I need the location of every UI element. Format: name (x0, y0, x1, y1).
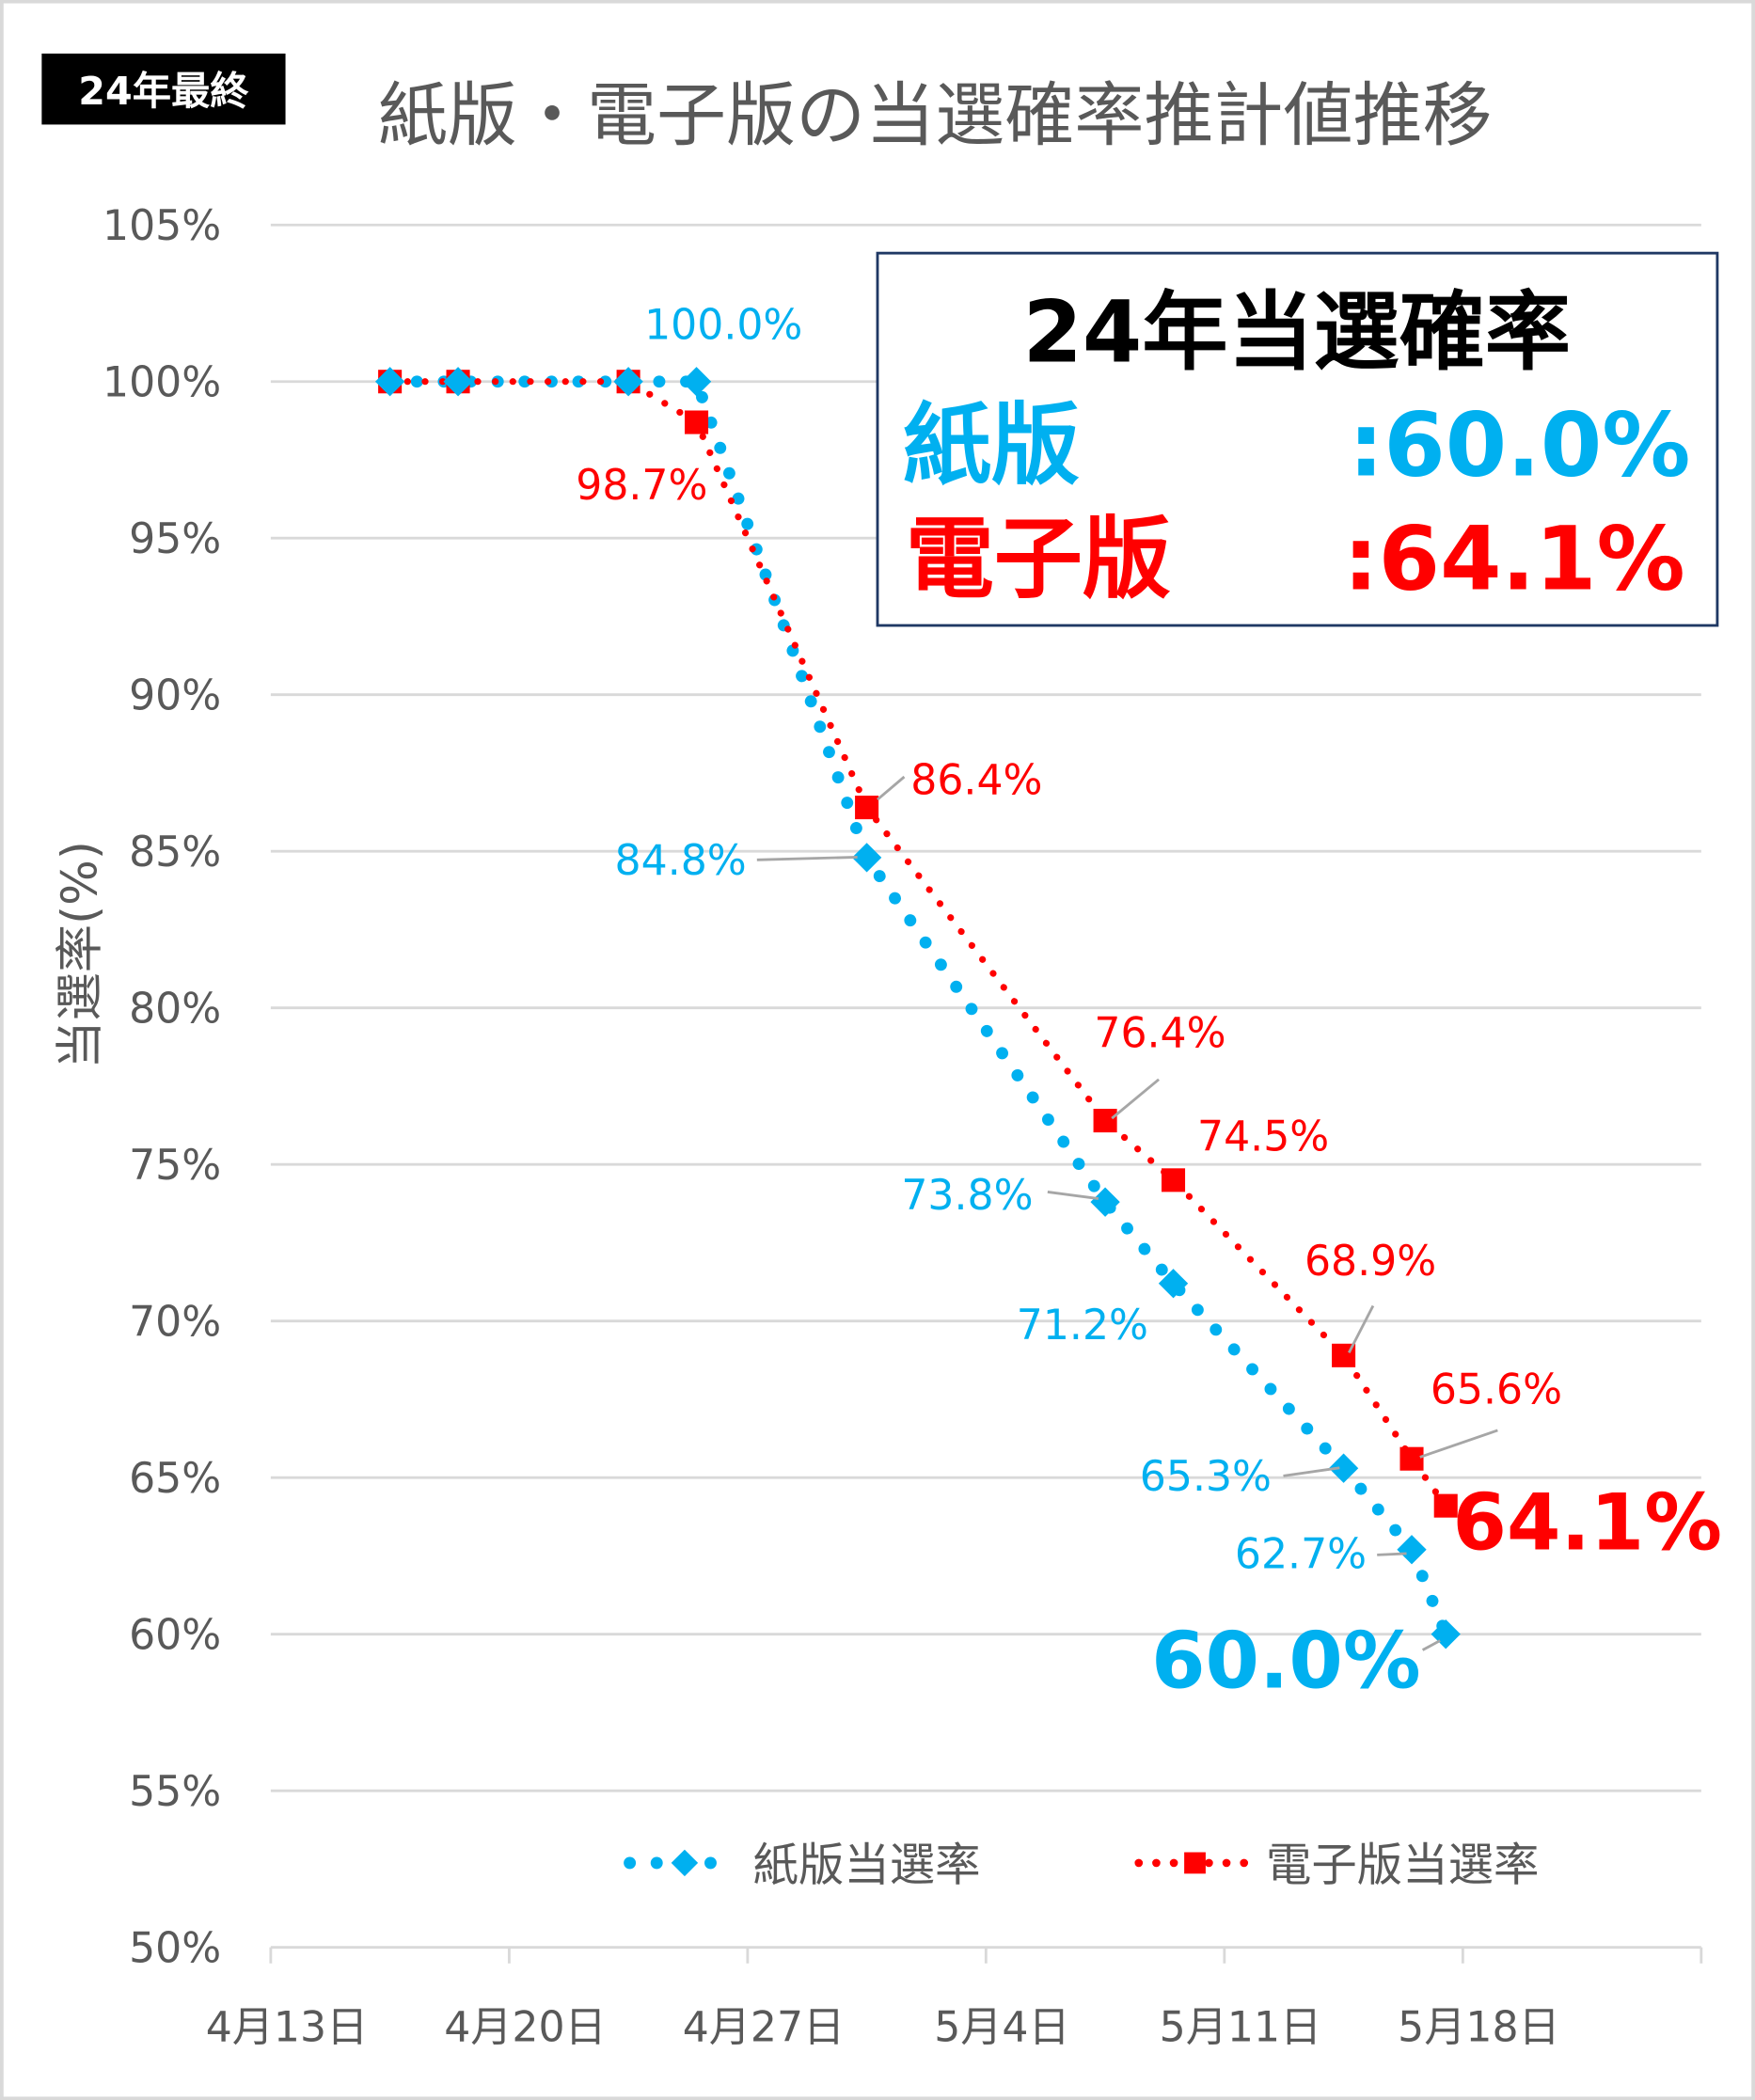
digital-data-point (1161, 1168, 1186, 1192)
label-leader-line (1348, 1304, 1375, 1353)
legend-item-digital[interactable] (1134, 1852, 1250, 1874)
summary-paper-label: 紙版 (903, 395, 1080, 497)
x-tick-label: 5月18日 (1398, 2003, 1559, 2051)
paper-data-point (1090, 1187, 1120, 1217)
y-tick-label: 65% (129, 1455, 221, 1503)
legend: 紙版当選率 電子版当選率 (624, 1839, 1539, 1891)
paper-data-point (443, 367, 473, 397)
y-tick-label: 100% (103, 358, 221, 406)
label-leader-line (1419, 1429, 1498, 1459)
legend-label-paper: 紙版当選率 (753, 1839, 981, 1891)
series-layer (374, 367, 1461, 1650)
legend-marker-square-icon (1184, 1852, 1206, 1874)
paper-data-label: 100.0% (644, 301, 802, 349)
paper-data-label: 60.0% (1151, 1616, 1420, 1706)
legend-marker-diamond-icon (671, 1849, 699, 1877)
label-leader-line (1283, 1466, 1340, 1477)
y-tick-label: 50% (129, 1924, 221, 1972)
badge-label: 24年最終 (78, 69, 249, 114)
label-leader-line (1377, 1552, 1407, 1556)
paper-data-point (1158, 1269, 1189, 1299)
summary-title: 24年当選確率 (1023, 283, 1571, 383)
digital-data-point (1433, 1493, 1458, 1518)
y-axis-title: 当選率(%) (53, 841, 109, 1068)
label-leader-line (1421, 1639, 1441, 1651)
x-tick-label: 4月13日 (206, 2003, 368, 2051)
badge-bg (41, 53, 286, 125)
summary-box-frame (876, 251, 1719, 627)
summary-paper-value: :60.0% (1349, 395, 1691, 497)
data-labels: 100.0% 84.8% 73.8% 71.2% 65.3% 62.7% 60.0% 98.7… (576, 301, 1722, 1706)
digital-data-point (855, 796, 879, 820)
paper-data-point (851, 843, 882, 873)
paper-data-point (1397, 1535, 1427, 1565)
paper-data-label: 65.3% (1140, 1453, 1272, 1501)
paper-data-label: 71.2% (1017, 1302, 1148, 1350)
paper-data-label: 62.7% (1235, 1531, 1367, 1579)
digital-data-label: 68.9% (1304, 1238, 1436, 1286)
digital-data-label: 98.7% (576, 462, 707, 510)
summary-digital-value: :64.1% (1343, 509, 1685, 611)
paper-data-point (374, 367, 405, 397)
paper-series-line (384, 375, 1452, 1641)
y-tick-label: 55% (129, 1768, 221, 1816)
label-leader-line (1047, 1191, 1099, 1200)
y-tick-label: 70% (129, 1298, 221, 1346)
y-tick-label: 60% (129, 1611, 221, 1659)
y-tick-label: 105% (103, 202, 221, 250)
digital-data-label: 86.4% (910, 756, 1042, 804)
y-tick-label: 85% (129, 829, 221, 876)
paper-data-label: 73.8% (901, 1172, 1033, 1220)
digital-data-label: 76.4% (1094, 1010, 1225, 1058)
digital-data-point (685, 410, 709, 434)
legend-label-digital: 電子版当選率 (1266, 1839, 1539, 1891)
paper-data-label: 84.8% (615, 837, 747, 885)
x-tick-label: 4月20日 (444, 2003, 606, 2051)
summary-digital-label: 電子版 (906, 509, 1171, 611)
x-tick-label: 5月4日 (934, 2003, 1069, 2051)
x-tick-label: 4月27日 (683, 2003, 845, 2051)
digital-series-line (387, 378, 1449, 1509)
label-leader-line (756, 856, 858, 861)
digital-data-point (1093, 1109, 1117, 1133)
x-axis: 4月13日 4月20日 4月27日 5月4日 5月11日 5月18日 (206, 1947, 1703, 2051)
digital-data-label: 64.1% (1453, 1478, 1722, 1569)
digital-data-point (1399, 1446, 1424, 1471)
chart-title: 紙版・電子版の当選確率推計値推移 (378, 75, 1493, 156)
legend-item-paper[interactable] (624, 1849, 730, 1877)
digital-data-label: 74.5% (1197, 1113, 1329, 1161)
y-tick-label: 90% (129, 671, 221, 719)
y-tick-label: 80% (129, 985, 221, 1033)
paper-data-point (1328, 1453, 1359, 1483)
y-tick-label: 95% (129, 515, 221, 563)
paper-data-point (681, 367, 712, 397)
label-leader-line (1111, 1078, 1160, 1120)
y-axis-ticks: 50% 55% 60% 65% 70% 75% 80% 85% 90% 95% 100% 105% (103, 202, 221, 1972)
label-leader-line (877, 775, 906, 801)
y-tick-label: 75% (129, 1142, 221, 1190)
digital-data-label: 65.6% (1431, 1366, 1562, 1413)
summary-box: 24年当選確率 紙版 :60.0% 電子版 :64.1% (876, 251, 1719, 627)
x-tick-label: 5月11日 (1160, 2003, 1321, 2051)
